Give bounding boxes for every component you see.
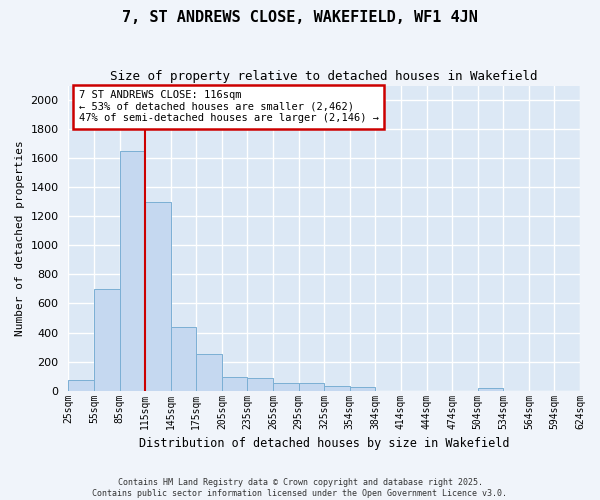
Bar (94, 289, 119, 390)
Bar (350, 387, 376, 390)
Bar (247, 378, 273, 390)
Title: Size of property relative to detached houses in Wakefield: Size of property relative to detached ho… (110, 70, 538, 83)
Bar (68, 380, 94, 390)
Bar (222, 377, 247, 390)
Bar (145, 202, 171, 390)
X-axis label: Distribution of detached houses by size in Wakefield: Distribution of detached houses by size … (139, 437, 509, 450)
Bar (196, 354, 222, 390)
Bar (478, 388, 503, 390)
Text: 7 ST ANDREWS CLOSE: 116sqm
← 53% of detached houses are smaller (2,462)
47% of s: 7 ST ANDREWS CLOSE: 116sqm ← 53% of deta… (79, 90, 379, 124)
Text: Contains HM Land Registry data © Crown copyright and database right 2025.
Contai: Contains HM Land Registry data © Crown c… (92, 478, 508, 498)
Y-axis label: Number of detached properties: Number of detached properties (15, 140, 25, 336)
Bar (324, 386, 350, 390)
Bar (171, 326, 196, 390)
Bar (273, 384, 299, 390)
Bar (299, 384, 324, 390)
Bar (119, 151, 145, 390)
Text: 7, ST ANDREWS CLOSE, WAKEFIELD, WF1 4JN: 7, ST ANDREWS CLOSE, WAKEFIELD, WF1 4JN (122, 10, 478, 25)
